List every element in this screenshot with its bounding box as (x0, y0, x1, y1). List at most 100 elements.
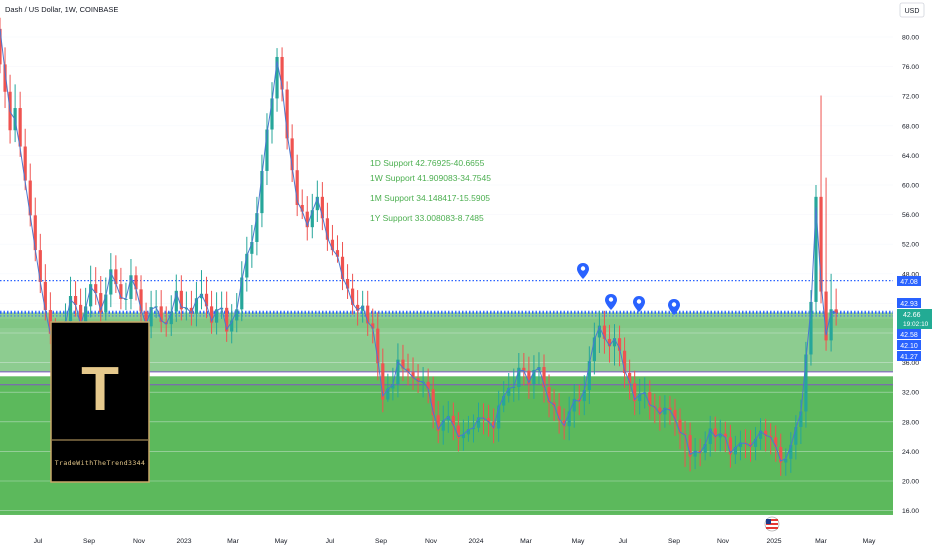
svg-text:42.93: 42.93 (900, 301, 918, 308)
candle-body (335, 250, 340, 257)
pin-marker-icon[interactable] (668, 299, 680, 315)
candle-body (345, 278, 350, 289)
candle-body (517, 367, 521, 388)
candle-body (199, 293, 204, 299)
us-flag-icon[interactable] (764, 516, 780, 532)
candle-body (28, 180, 32, 216)
candle-body (340, 256, 345, 279)
candle-body (693, 450, 697, 457)
time-axis[interactable]: Jul Sep Nov 2023 Mar May Jul Sep Nov 2024 Mar May Ju… (0, 533, 893, 550)
candle-body (678, 419, 682, 434)
candle-body (753, 438, 758, 447)
y-tick-label: 76.00 (902, 64, 919, 71)
candle-body (456, 425, 460, 439)
pin-marker-icon[interactable] (577, 263, 589, 279)
svg-text:42.10: 42.10 (900, 343, 918, 350)
candle-body (33, 215, 37, 251)
candle-body (371, 323, 375, 329)
candle-body (300, 204, 304, 212)
y-tick-label: 72.00 (902, 94, 919, 101)
candle-body (577, 398, 581, 402)
candle-body (376, 328, 380, 364)
x-tick-label: 2025 (766, 538, 781, 545)
candle-body (628, 372, 632, 384)
candle-body (159, 306, 163, 322)
candle-body (648, 392, 652, 407)
currency-label: USD (905, 8, 920, 15)
candle-body (819, 196, 823, 292)
y-tick-label: 64.00 (902, 153, 919, 160)
candle-body (381, 363, 385, 400)
pin-marker-icon[interactable] (605, 294, 617, 310)
candle-body (204, 293, 209, 307)
x-tick-label: May (275, 538, 288, 545)
x-tick-label: May (572, 538, 585, 545)
candle-body (240, 277, 244, 310)
candle-body (209, 306, 214, 323)
candle-body (461, 434, 466, 439)
price-axis[interactable]: 80.00 76.00 72.00 68.00 64.00 60.00 56.00 52.00… (893, 0, 932, 550)
candle-body (94, 284, 98, 294)
currency-button[interactable]: USD (899, 2, 925, 18)
candle-body (769, 435, 773, 438)
x-tick-label: Sep (375, 538, 387, 545)
trade-with-the-trend-logo: T TradeWithTheTrend3344 (50, 321, 150, 483)
candle-body (260, 170, 264, 214)
candle-body (356, 304, 360, 311)
candle-body (189, 307, 194, 314)
y-tick-label: 80.00 (902, 35, 919, 42)
y-tick-label: 68.00 (902, 123, 919, 130)
candle-body (23, 146, 27, 181)
candle-body (809, 301, 813, 355)
candle-body (486, 418, 491, 422)
candle-body (68, 296, 73, 322)
current-price-tag: 42.66 19:02:10 (897, 309, 932, 329)
moving-average-line (0, 28, 837, 462)
candle-body (305, 211, 309, 228)
candle-body (350, 288, 355, 305)
candle-body (764, 430, 768, 436)
candle-body (18, 108, 22, 147)
candle-body (78, 304, 83, 328)
y-tick-label: 16.00 (902, 508, 919, 515)
candle-body (391, 384, 395, 389)
candle-body (43, 281, 47, 311)
logo-caption: TradeWithTheTrend3344 (55, 459, 146, 467)
candle-body (587, 361, 591, 390)
candle-body (396, 359, 400, 385)
symbol-title[interactable]: Dash / US Dollar, 1W, COINBASE (5, 5, 118, 14)
svg-text:47.08: 47.08 (900, 279, 918, 286)
candle-body (638, 393, 642, 402)
candle-body (84, 306, 88, 328)
candle-body (0, 28, 2, 65)
candle-body (366, 305, 370, 324)
pin-marker-icon[interactable] (633, 296, 645, 312)
candle-body (748, 443, 753, 447)
candle-body (557, 406, 561, 421)
y-tick-label: 32.00 (902, 390, 919, 397)
candle-body (441, 420, 445, 431)
candle-body (658, 407, 662, 415)
candle-body (325, 218, 330, 240)
candle-body (184, 307, 188, 310)
y-tick-label: 60.00 (902, 183, 919, 190)
x-tick-label: Jul (34, 538, 43, 545)
candle-body (562, 420, 566, 427)
candle-body (758, 430, 763, 439)
candle-body (386, 388, 390, 400)
y-tick-label: 28.00 (902, 419, 919, 426)
candle-body (466, 429, 471, 435)
candle-body (416, 378, 420, 382)
candle-body (109, 269, 113, 295)
candle-body (194, 298, 199, 314)
y-tick-label: 56.00 (902, 212, 919, 219)
candle-body (723, 433, 727, 438)
candle-body (824, 291, 828, 341)
price-tag-41-27: 41.27 (897, 351, 921, 361)
price-tag-42-58: 42.58 (897, 329, 921, 339)
candle-body (119, 284, 123, 299)
candle-body (497, 405, 501, 429)
x-tick-label: Jul (619, 538, 628, 545)
